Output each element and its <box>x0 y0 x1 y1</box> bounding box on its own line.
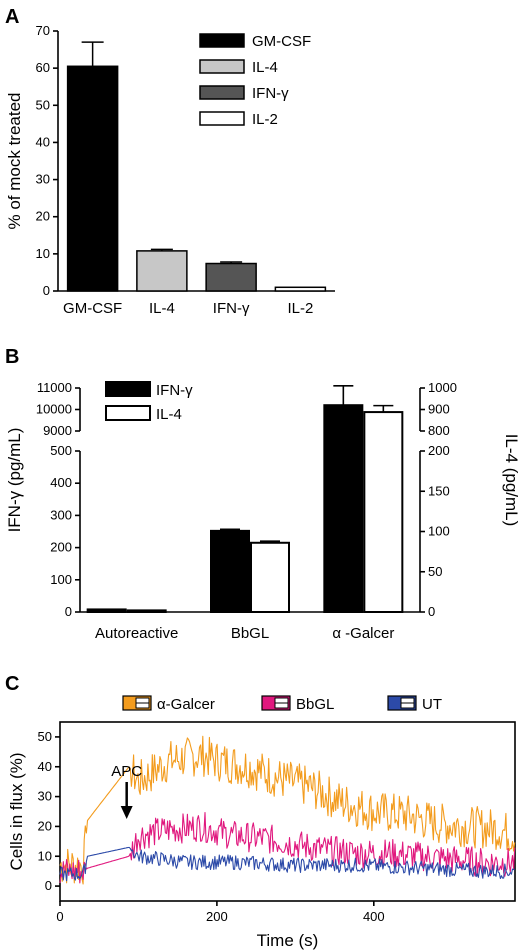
y-tick-label-left-b: 0 <box>65 604 72 619</box>
y-tick-label-left-b: 100 <box>50 572 72 587</box>
y-axis-title-left-b: IFN-γ (pg/mL) <box>5 428 24 533</box>
bar-b <box>86 608 127 614</box>
y-tick-label-a: 0 <box>43 283 50 298</box>
y-tick-label-a: 50 <box>36 97 50 112</box>
y-tick-label-right-b: 800 <box>428 423 450 438</box>
category-label-a: GM-CSF <box>63 300 122 317</box>
bar-a <box>205 262 257 292</box>
y-tick-label-c: 0 <box>45 878 52 893</box>
legend-swatch-a <box>199 33 245 48</box>
y-tick-label-right-b: 0 <box>428 604 435 619</box>
legend-label-a: IL-2 <box>252 111 278 128</box>
x-tick-label-c: 0 <box>56 909 63 924</box>
bar-b <box>210 529 250 614</box>
chart-a: 0 10 20 30 40 50 60 70 % of mock treated GM-CSF IL… <box>5 23 335 317</box>
y-axis-title-c: Cells in flux (%) <box>7 752 26 870</box>
y-tick-label-a: 70 <box>36 23 50 38</box>
bar-b <box>363 411 404 613</box>
y-tick-label-right-b: 50 <box>428 564 442 579</box>
legend-label-a: IL-4 <box>252 59 278 76</box>
legend-swatch-b <box>105 381 151 397</box>
legend-swatch-a <box>199 111 245 126</box>
legend-label-a: IFN-γ <box>252 85 289 102</box>
legend-label-b: IFN-γ <box>156 382 193 399</box>
bar-b <box>323 404 364 614</box>
legend-label-a: GM-CSF <box>252 33 311 50</box>
legend-swatch-b <box>105 405 151 421</box>
series-line-c <box>59 735 516 885</box>
legend-swatch-a <box>199 85 245 100</box>
bar-b <box>126 609 167 614</box>
y-tick-label-right-b: 900 <box>428 402 450 417</box>
legend-label-c: α-Galcer <box>157 696 215 713</box>
y-tick-label-right-b: 200 <box>428 443 450 458</box>
bar-a <box>66 65 119 292</box>
y-tick-label-left-b: 400 <box>50 475 72 490</box>
bar-a <box>136 250 188 292</box>
category-label-a: IL-4 <box>149 300 175 317</box>
chart-b: 0 100 200 300 400 500 9000 10000 11000 0 50 100 150 2… <box>5 380 520 642</box>
legend-label-b: IL-4 <box>156 406 182 423</box>
category-label-b: α -Galcer <box>332 625 394 642</box>
bar-a <box>274 286 327 292</box>
y-tick-label-left-b: 500 <box>50 443 72 458</box>
y-tick-label-left-b: 10000 <box>36 402 72 417</box>
legend-label-c: BbGL <box>296 696 334 713</box>
x-tick-label-c: 400 <box>363 909 385 924</box>
legend-label-c: UT <box>422 696 442 713</box>
panel-letter-c: C <box>5 673 19 695</box>
y-axis-title-right-b: IL-4 (pg/mL) <box>502 434 520 527</box>
series-line-c <box>59 812 516 884</box>
category-label-a: IL-2 <box>287 300 313 317</box>
y-tick-label-left-b: 9000 <box>43 423 72 438</box>
y-tick-label-right-b: 100 <box>428 524 450 539</box>
y-tick-label-right-b: 150 <box>428 483 450 498</box>
y-tick-label-c: 50 <box>38 729 52 744</box>
annotation-arrow-head <box>120 806 133 819</box>
y-tick-label-a: 40 <box>36 134 50 149</box>
y-tick-label-c: 30 <box>38 789 52 804</box>
y-tick-label-c: 20 <box>38 818 52 833</box>
legend-swatch-a <box>199 59 245 74</box>
y-tick-label-left-b: 200 <box>50 540 72 555</box>
plot-frame-c <box>59 721 516 902</box>
x-axis-title-c: Time (s) <box>257 931 319 950</box>
y-tick-label-c: 40 <box>38 759 52 774</box>
y-tick-label-right-b: 1000 <box>428 380 457 395</box>
category-label-b: Autoreactive <box>95 625 178 642</box>
category-label-b: BbGL <box>231 625 269 642</box>
y-tick-label-a: 20 <box>36 209 50 224</box>
y-tick-label-left-b: 11000 <box>37 380 72 395</box>
x-tick-label-c: 200 <box>206 909 228 924</box>
panel-letter-b: B <box>5 346 19 368</box>
y-axis-title-a: % of mock treated <box>5 92 24 229</box>
y-tick-label-left-b: 300 <box>50 507 72 522</box>
y-tick-label-a: 60 <box>36 60 50 75</box>
y-tick-label-a: 10 <box>36 246 50 261</box>
chart-c: 0 10 20 30 40 50 0 200 400 Time (s) Cells in flux … <box>7 695 516 950</box>
annotation-apc: APC <box>111 763 142 780</box>
y-tick-label-a: 30 <box>36 172 50 187</box>
bar-b <box>250 541 290 614</box>
panel-letter-a: A <box>5 6 19 28</box>
y-tick-label-c: 10 <box>38 848 52 863</box>
series-line-c <box>59 846 516 882</box>
category-label-a: IFN-γ <box>213 300 250 317</box>
